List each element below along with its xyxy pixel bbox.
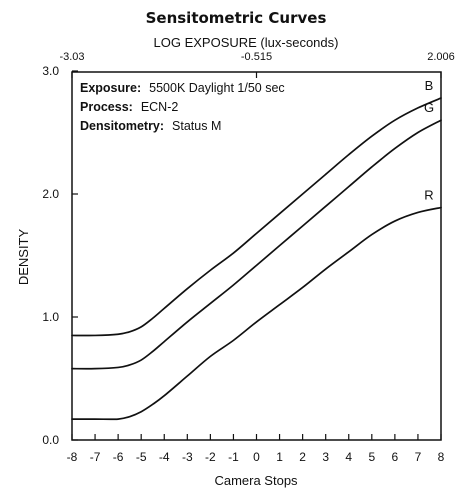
annotation-exposure-key: Exposure: [80,81,141,95]
x-tick-label: 5 [368,450,375,464]
series-layer: BG R [71,78,442,421]
series-r-line [71,206,442,421]
x-tick-label: -4 [159,450,170,464]
annotation-block: Exposure: 5500K Daylight 1/50 sec Proces… [80,79,285,134]
annotation-densitometry: Densitometry: Status M [80,117,221,134]
x-tick-label: 2 [299,450,306,464]
annotation-process: Process: ECN-2 [80,98,178,115]
y-tick-label: 3.0 [42,64,59,78]
x-tick-label: -8 [67,450,78,464]
top-tick-label: -0.515 [241,51,272,63]
annotation-densitometry-key: Densitometry: [80,119,164,133]
chart-title: Sensitometric Curves [146,9,327,27]
annotation-process-key: Process: [80,100,133,114]
x-tick-label: 6 [392,450,399,464]
x-tick-label: -7 [90,450,101,464]
x-tick-label: 4 [345,450,352,464]
x-tick-label: -3 [182,450,193,464]
series-g-line [71,119,442,370]
x-tick-label: 3 [322,450,329,464]
top-tick-label: -3.03 [59,51,84,63]
top-axis-ticks: -3.03 -0.515 2.006 [59,51,455,78]
y-tick-label: 2.0 [42,187,59,201]
series-r-label: R [424,188,433,203]
x-tick-label: 0 [253,450,260,464]
x-tick-label: 1 [276,450,283,464]
series-g-label: G [424,100,434,115]
x-axis-ticks: -8 -7 -6 -5 -4 -3 -2 -1 0 1 2 3 4 5 6 7 8 [67,434,445,464]
y-tick-label: 0.0 [42,433,59,447]
top-axis-title: LOG EXPOSURE (lux-seconds) [154,35,339,50]
x-tick-label: -5 [136,450,147,464]
annotation-densitometry-value: Status M [172,119,221,133]
y-axis-ticks: 0.0 1.0 2.0 3.0 [42,64,78,447]
annotation-process-value: ECN-2 [141,100,179,114]
x-tick-label: 7 [415,450,422,464]
x-axis-title: Camera Stops [214,473,298,488]
top-tick-label: 2.006 [427,51,455,63]
annotation-exposure-value: 5500K Daylight 1/50 sec [149,81,285,95]
x-tick-label: -1 [228,450,239,464]
series-b-label: B [425,78,434,93]
x-tick-label: -2 [205,450,216,464]
x-tick-label: -6 [113,450,124,464]
x-tick-label: 8 [438,450,445,464]
y-axis-title: DENSITY [16,229,31,286]
series-b-line [71,97,442,337]
annotation-exposure: Exposure: 5500K Daylight 1/50 sec [80,79,285,96]
y-tick-label: 1.0 [42,310,59,324]
